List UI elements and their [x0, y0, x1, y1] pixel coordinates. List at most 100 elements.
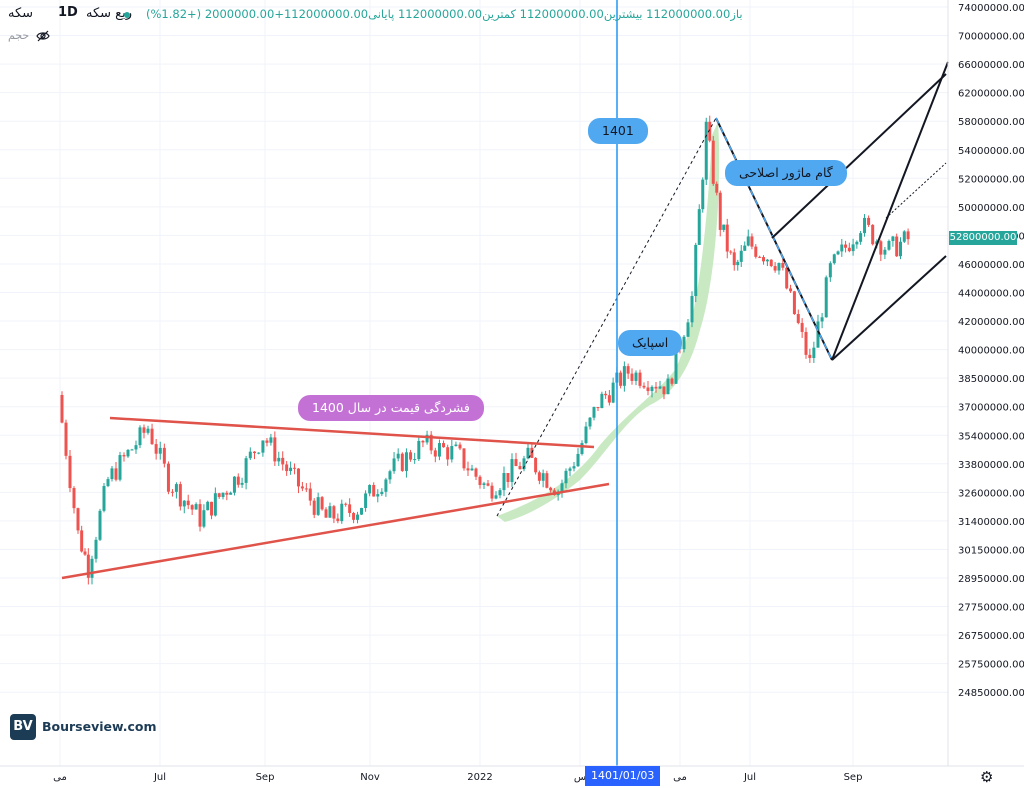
candle-body — [718, 192, 722, 230]
candle-body — [376, 494, 380, 497]
eye-off-icon[interactable] — [36, 30, 50, 45]
price-tick-label: 30150000.00 — [958, 545, 1024, 556]
annotation-spike[interactable]: اسپایک — [618, 330, 683, 356]
candle-body — [368, 484, 372, 494]
channel-dotted-extension[interactable] — [885, 162, 947, 219]
candle-body — [534, 457, 538, 473]
price-tick-label: 37000000.00 — [958, 403, 1024, 414]
candle-body — [257, 452, 261, 454]
candle-body — [229, 492, 233, 495]
channel-upper-line[interactable] — [771, 73, 947, 239]
candle-body — [344, 503, 348, 505]
candle-body — [384, 479, 388, 492]
compression-lower-trendline[interactable] — [61, 482, 610, 580]
candle-body — [604, 393, 608, 396]
candle-body — [324, 509, 328, 518]
spike-highlight-band — [497, 122, 720, 522]
candle-body — [736, 261, 740, 266]
candle-body — [785, 267, 789, 289]
candle-body — [758, 256, 762, 258]
candle-body — [289, 467, 293, 472]
time-tick-label: می — [673, 772, 687, 783]
candle-body — [732, 252, 736, 266]
candle-body — [102, 486, 106, 511]
candle-body — [232, 476, 236, 493]
candle-body — [879, 241, 883, 255]
candle-body — [619, 372, 623, 386]
candle-body — [400, 453, 404, 471]
channel-middle-line[interactable] — [831, 61, 949, 361]
candle-body — [356, 514, 360, 520]
candle-body — [293, 467, 297, 469]
projection-dashed-line[interactable] — [496, 117, 717, 517]
annotation-1401[interactable]: 1401 — [588, 118, 648, 144]
candle-body — [634, 372, 638, 381]
candle-body — [607, 395, 611, 403]
channel-lower-line[interactable] — [831, 255, 947, 361]
drawings-layer — [61, 61, 949, 580]
candle-body — [584, 426, 588, 444]
candle-body — [812, 347, 816, 359]
candle-body — [396, 453, 400, 459]
symbol-name[interactable]: ربع سکه — [86, 6, 132, 21]
candle-body — [186, 500, 190, 506]
logo-text: Bourseview.com — [42, 719, 157, 734]
price-tick-label: 35400000.00 — [958, 431, 1024, 442]
market-status-dot — [124, 12, 130, 18]
timeframe-label[interactable]: 1D — [58, 5, 78, 20]
candle-body — [686, 322, 690, 337]
candle-body — [630, 373, 634, 381]
candle-body — [392, 458, 396, 472]
price-axis: 74000000.00 70000000.00 66000000.00 6200000… — [958, 3, 1024, 699]
candle-body — [72, 488, 76, 509]
candle-body — [781, 263, 785, 268]
price-tick-label: 24850000.00 — [958, 688, 1024, 699]
chart-grid — [0, 0, 948, 766]
candle-body — [502, 473, 506, 491]
compression-upper-trendline[interactable] — [109, 416, 595, 449]
candle-body — [568, 468, 572, 471]
spike-highlight-band — [497, 122, 720, 522]
candle-body — [225, 492, 229, 495]
candle-body — [253, 451, 256, 454]
candle-body — [537, 472, 541, 481]
candle-body — [308, 488, 312, 501]
price-tick-label: 54000000.00 — [958, 146, 1024, 157]
candle-body — [146, 428, 150, 433]
candle-body — [194, 504, 198, 510]
candle-body — [697, 209, 701, 245]
candle-body — [76, 508, 80, 531]
candle-body — [213, 493, 217, 516]
volume-indicator-label[interactable]: حجم — [8, 29, 30, 42]
annotation-compression[interactable]: فشردگی قیمت در سال 1400 — [298, 395, 484, 421]
candle-body — [662, 386, 666, 395]
candle-body — [86, 554, 90, 578]
candle-body — [789, 288, 793, 292]
candle-body — [729, 251, 733, 253]
annotation-correction[interactable]: گام ماژور اصلاحی — [725, 160, 847, 186]
candle-body — [836, 251, 840, 255]
candle-body — [433, 450, 437, 457]
candle-body — [202, 510, 206, 527]
candle-body — [98, 510, 102, 540]
candle-body — [754, 246, 758, 257]
candle-body — [240, 482, 244, 485]
candle-body — [490, 485, 494, 499]
price-tick-label: 27750000.00 — [958, 603, 1024, 614]
candle-body — [560, 483, 564, 492]
candle-body — [820, 317, 824, 322]
gear-icon[interactable]: ⚙ — [980, 768, 994, 786]
correction-leg-dashed[interactable] — [715, 117, 833, 361]
candle-body — [486, 483, 490, 486]
candle-body — [572, 466, 576, 469]
candle-body — [236, 476, 240, 485]
candle-body — [646, 387, 650, 392]
candle-body — [217, 493, 221, 497]
candle-body — [773, 266, 777, 271]
candle-body — [150, 428, 154, 445]
candle-body — [690, 296, 694, 323]
candle-body — [711, 140, 715, 184]
candle-body — [206, 501, 210, 511]
candle-body — [762, 257, 766, 262]
